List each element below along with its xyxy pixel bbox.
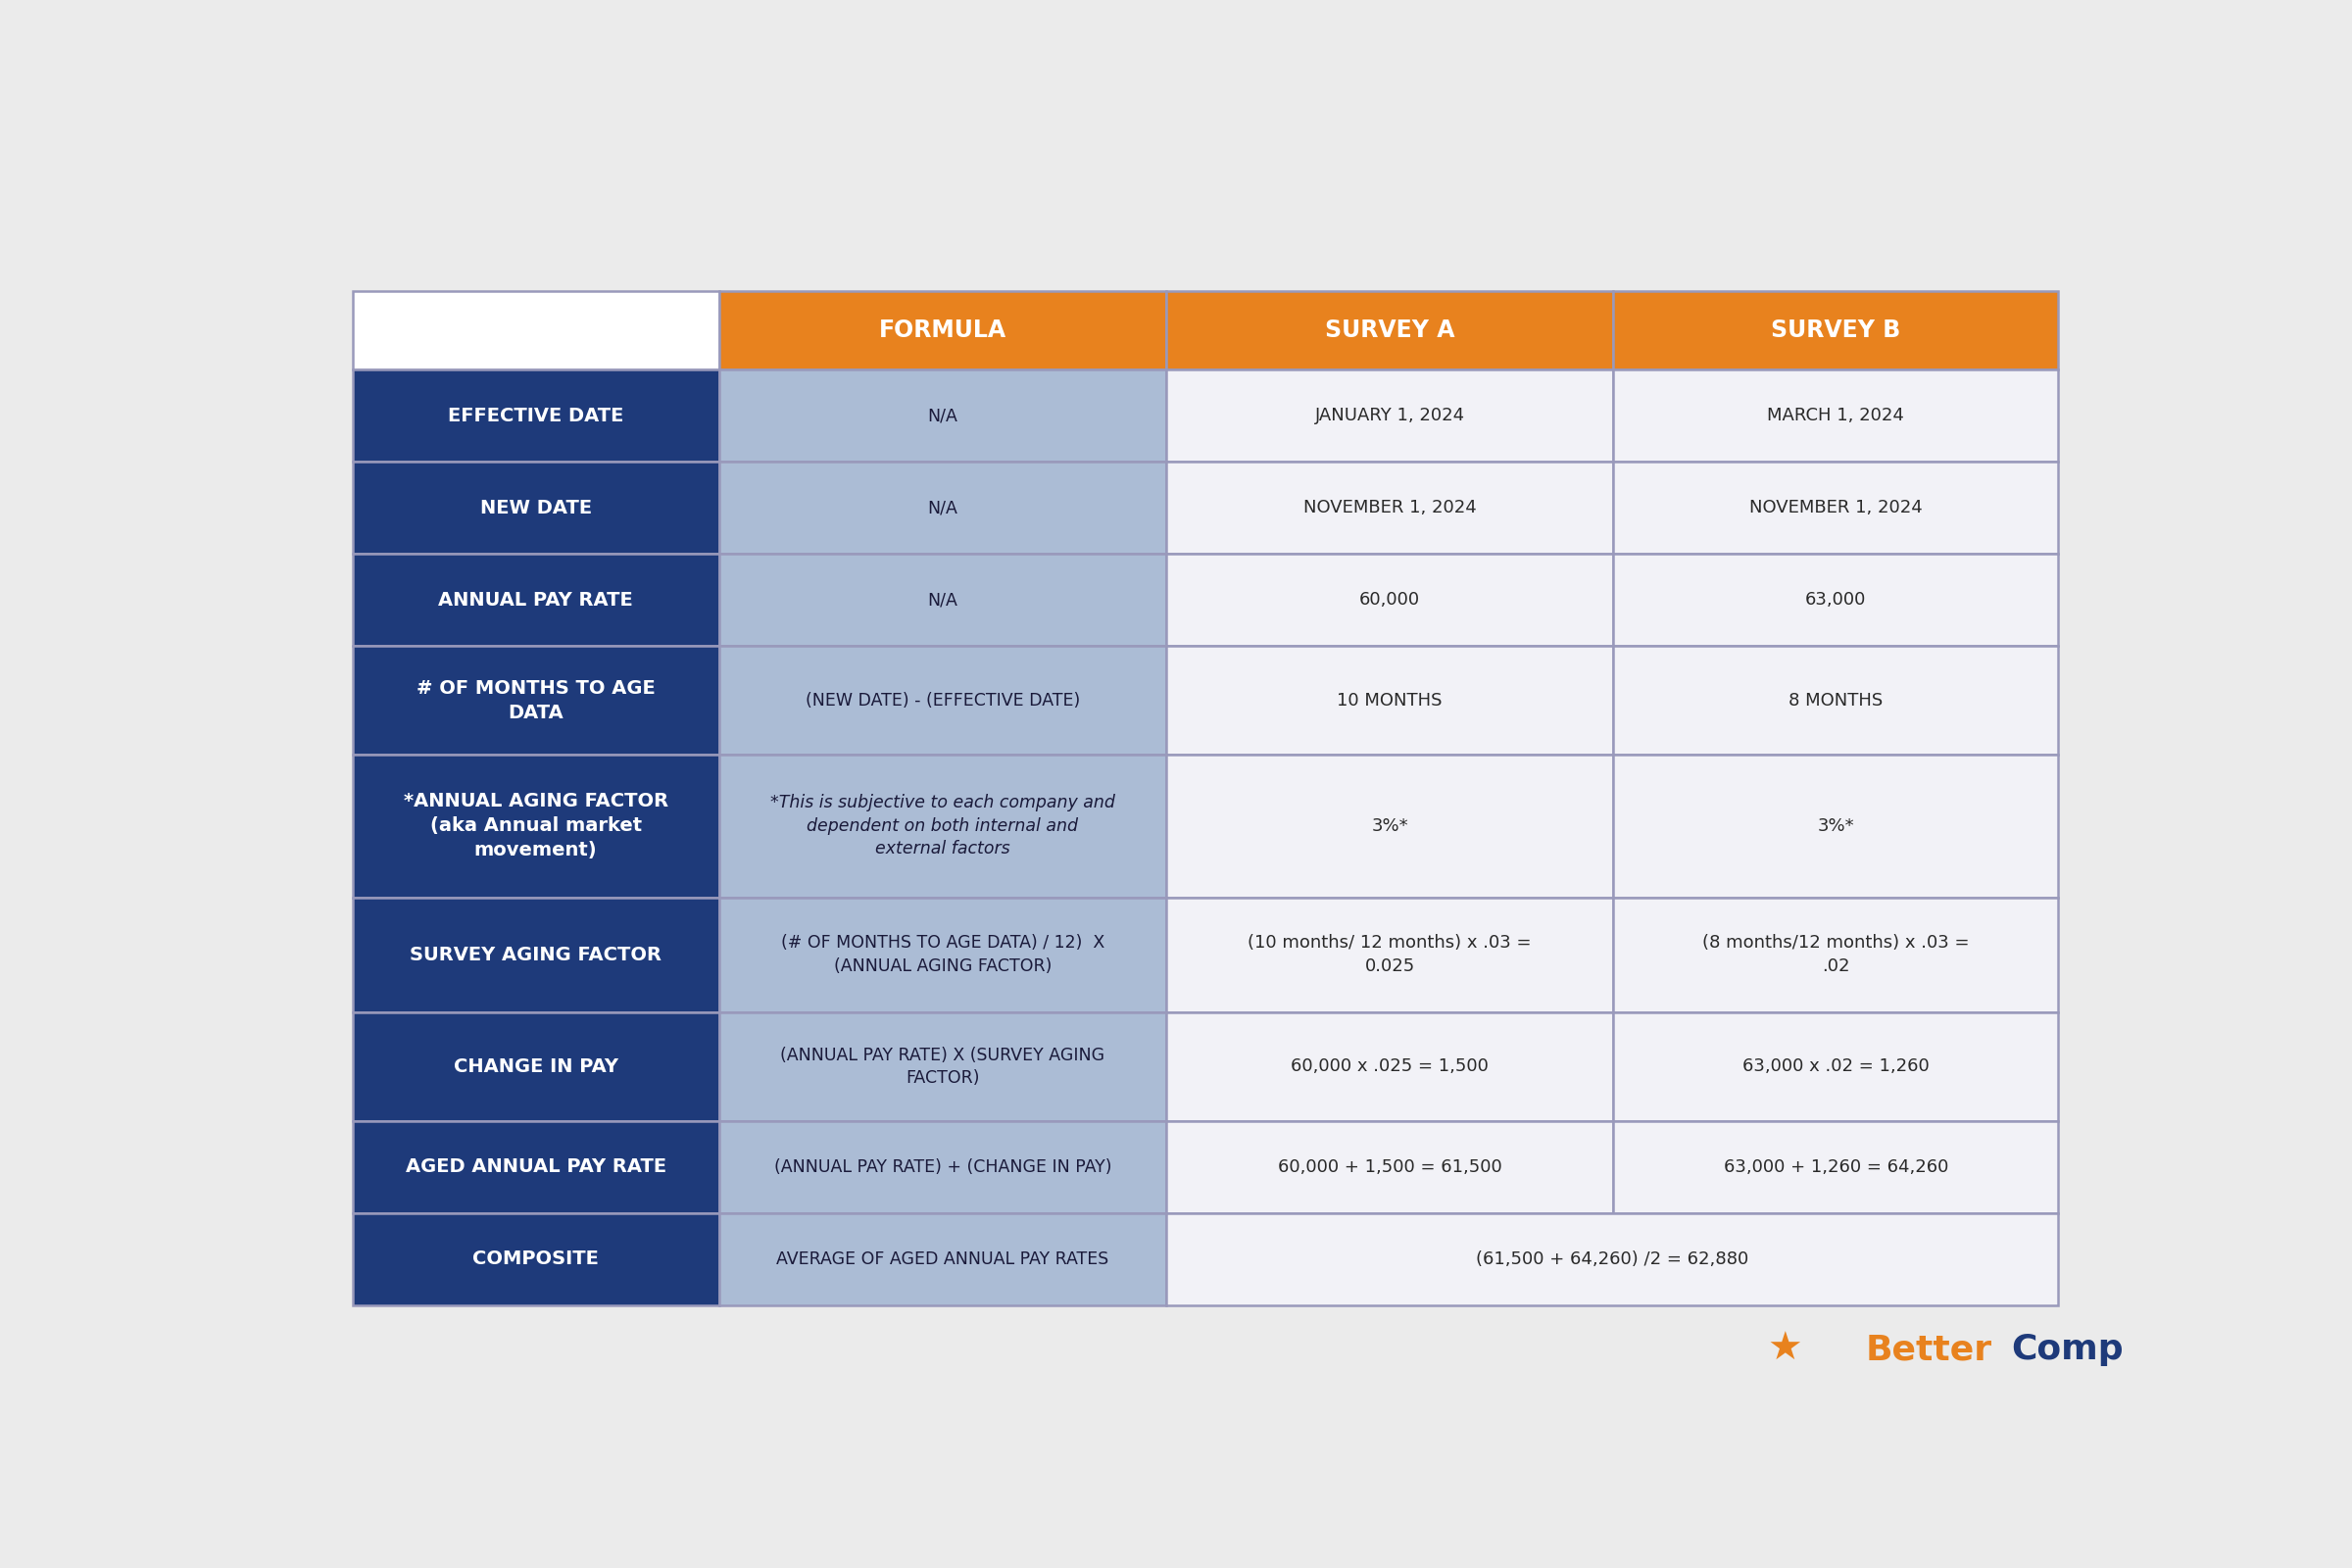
Bar [353,554,720,646]
Text: (8 months/12 months) x .03 =
.02: (8 months/12 months) x .03 = .02 [1703,935,1969,975]
Bar [1613,463,2058,554]
Text: 3%*: 3%* [1818,817,1853,834]
Bar [1167,290,1613,370]
Text: SURVEY AGING FACTOR: SURVEY AGING FACTOR [409,946,661,964]
Bar [353,463,720,554]
Text: 60,000 + 1,500 = 61,500: 60,000 + 1,500 = 61,500 [1277,1159,1501,1176]
Bar [1167,554,1613,646]
Bar [1613,646,2058,754]
Bar [1167,1214,2058,1305]
Bar [353,1214,720,1305]
Bar [353,754,720,897]
Text: 63,000 x .02 = 1,260: 63,000 x .02 = 1,260 [1743,1058,1929,1076]
Bar [720,463,1167,554]
Text: (NEW DATE) - (EFFECTIVE DATE): (NEW DATE) - (EFFECTIVE DATE) [804,691,1080,709]
Text: 63,000 + 1,260 = 64,260: 63,000 + 1,260 = 64,260 [1724,1159,1947,1176]
Text: N/A: N/A [927,499,957,517]
Bar [1167,646,1613,754]
Bar [720,554,1167,646]
Text: 8 MONTHS: 8 MONTHS [1788,691,1884,709]
Bar [720,370,1167,463]
Bar [720,646,1167,754]
Bar [353,1121,720,1214]
Bar [720,1013,1167,1121]
Bar [1167,754,1613,897]
Text: FORMULA: FORMULA [880,318,1007,342]
Bar [1613,1121,2058,1214]
Bar [1167,1121,1613,1214]
Bar [720,1214,1167,1305]
Text: EFFECTIVE DATE: EFFECTIVE DATE [447,406,623,425]
Bar [1167,897,1613,1013]
Text: SURVEY A: SURVEY A [1324,318,1454,342]
Text: (ANNUAL PAY RATE) X (SURVEY AGING
FACTOR): (ANNUAL PAY RATE) X (SURVEY AGING FACTOR… [781,1046,1105,1087]
Bar [720,754,1167,897]
Bar [720,290,1167,370]
Text: NEW DATE: NEW DATE [480,499,593,517]
Bar [353,370,720,463]
Bar [1613,370,2058,463]
Bar [1167,370,1613,463]
Text: MARCH 1, 2024: MARCH 1, 2024 [1766,408,1905,425]
Text: COMPOSITE: COMPOSITE [473,1250,600,1269]
Text: CHANGE IN PAY: CHANGE IN PAY [454,1057,619,1076]
Bar [720,897,1167,1013]
Bar [353,290,720,370]
Text: *This is subjective to each company and
dependent on both internal and
external : *This is subjective to each company and … [769,793,1115,858]
Text: Comp: Comp [2011,1333,2124,1366]
Text: (# OF MONTHS TO AGE DATA) / 12)  X
(ANNUAL AGING FACTOR): (# OF MONTHS TO AGE DATA) / 12) X (ANNUA… [781,935,1105,975]
Bar [353,646,720,754]
Text: NOVEMBER 1, 2024: NOVEMBER 1, 2024 [1750,499,1922,517]
Text: Better: Better [1865,1333,1992,1366]
Text: N/A: N/A [927,408,957,425]
Bar [1613,290,2058,370]
Text: 3%*: 3%* [1371,817,1409,834]
Text: (ANNUAL PAY RATE) + (CHANGE IN PAY): (ANNUAL PAY RATE) + (CHANGE IN PAY) [774,1159,1112,1176]
Bar [1613,554,2058,646]
Bar [1167,1013,1613,1121]
Text: # OF MONTHS TO AGE
DATA: # OF MONTHS TO AGE DATA [416,679,656,721]
Text: (61,500 + 64,260) /2 = 62,880: (61,500 + 64,260) /2 = 62,880 [1477,1250,1748,1269]
Text: N/A: N/A [927,591,957,608]
Bar [1613,1013,2058,1121]
Text: SURVEY B: SURVEY B [1771,318,1900,342]
Bar [720,1121,1167,1214]
Text: JANUARY 1, 2024: JANUARY 1, 2024 [1315,408,1465,425]
Text: AVERAGE OF AGED ANNUAL PAY RATES: AVERAGE OF AGED ANNUAL PAY RATES [776,1250,1108,1269]
Bar [1613,754,2058,897]
Text: AGED ANNUAL PAY RATE: AGED ANNUAL PAY RATE [405,1157,666,1176]
Text: 63,000: 63,000 [1806,591,1867,608]
Bar [353,1013,720,1121]
Text: 60,000: 60,000 [1359,591,1421,608]
Text: *ANNUAL AGING FACTOR
(aka Annual market
movement): *ANNUAL AGING FACTOR (aka Annual market … [405,792,668,859]
Bar [353,897,720,1013]
Bar [1613,897,2058,1013]
Text: ★: ★ [1769,1330,1802,1369]
Text: NOVEMBER 1, 2024: NOVEMBER 1, 2024 [1303,499,1477,517]
Bar [1167,463,1613,554]
Text: 10 MONTHS: 10 MONTHS [1336,691,1442,709]
Text: ANNUAL PAY RATE: ANNUAL PAY RATE [437,591,633,610]
Text: (10 months/ 12 months) x .03 =
0.025: (10 months/ 12 months) x .03 = 0.025 [1249,935,1531,975]
Text: 60,000 x .025 = 1,500: 60,000 x .025 = 1,500 [1291,1058,1489,1076]
